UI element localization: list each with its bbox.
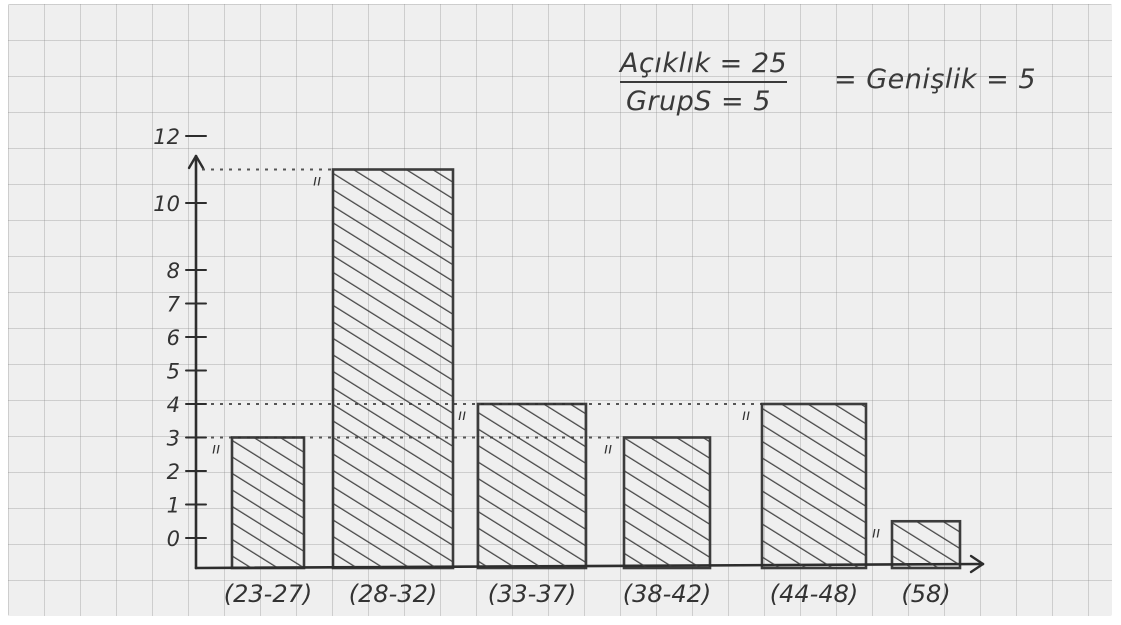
x-category-label: (58) [901, 580, 950, 608]
bar [476, 402, 588, 570]
y-tick-label: 4 [167, 393, 180, 417]
bar [760, 402, 868, 570]
y-tick-label: 10 [153, 192, 180, 216]
bar [890, 519, 962, 570]
group-count-annotation: GrupS = 5 [626, 86, 771, 117]
bar [622, 436, 712, 570]
bar-value-mark: ıı [212, 440, 220, 458]
y-axis-arrow [187, 154, 205, 170]
x-category-label: (44-48) [770, 580, 858, 608]
y-tick-label: 3 [167, 427, 180, 451]
bar-value-mark: ıı [742, 406, 750, 424]
bar-value-mark: ıı [872, 523, 880, 541]
y-tick-label: 2 [167, 460, 180, 484]
y-tick-label: 1 [167, 494, 180, 518]
y-tick-label: 6 [167, 326, 180, 350]
bar-value-mark: ıı [604, 440, 612, 458]
y-tick-label: 5 [167, 360, 180, 384]
bar [331, 168, 455, 570]
x-axis-arrow [969, 554, 985, 574]
x-category-label: (38-42) [623, 580, 711, 608]
bar-value-mark: ıı [458, 406, 466, 424]
x-category-label: (28-32) [349, 580, 437, 608]
range-annotation: Açıklık = 25 [620, 48, 788, 83]
y-tick-label: 7 [167, 293, 181, 317]
y-tick-label: 12 [153, 125, 180, 149]
x-category-label: (23-27) [224, 580, 312, 608]
width-annotation: = Genişlik = 5 [834, 64, 1037, 95]
bar-value-mark: ıı [313, 172, 321, 190]
y-tick-label: 8 [167, 259, 180, 283]
graph-paper: 0 1 2 3 4 5 6 7 8 10 12 ıı (23-27) ıı (28-32) ıı (33-37… [8, 4, 1112, 616]
bar [230, 436, 306, 570]
y-tick-label: 0 [167, 527, 180, 551]
x-category-label: (33-37) [488, 580, 576, 608]
